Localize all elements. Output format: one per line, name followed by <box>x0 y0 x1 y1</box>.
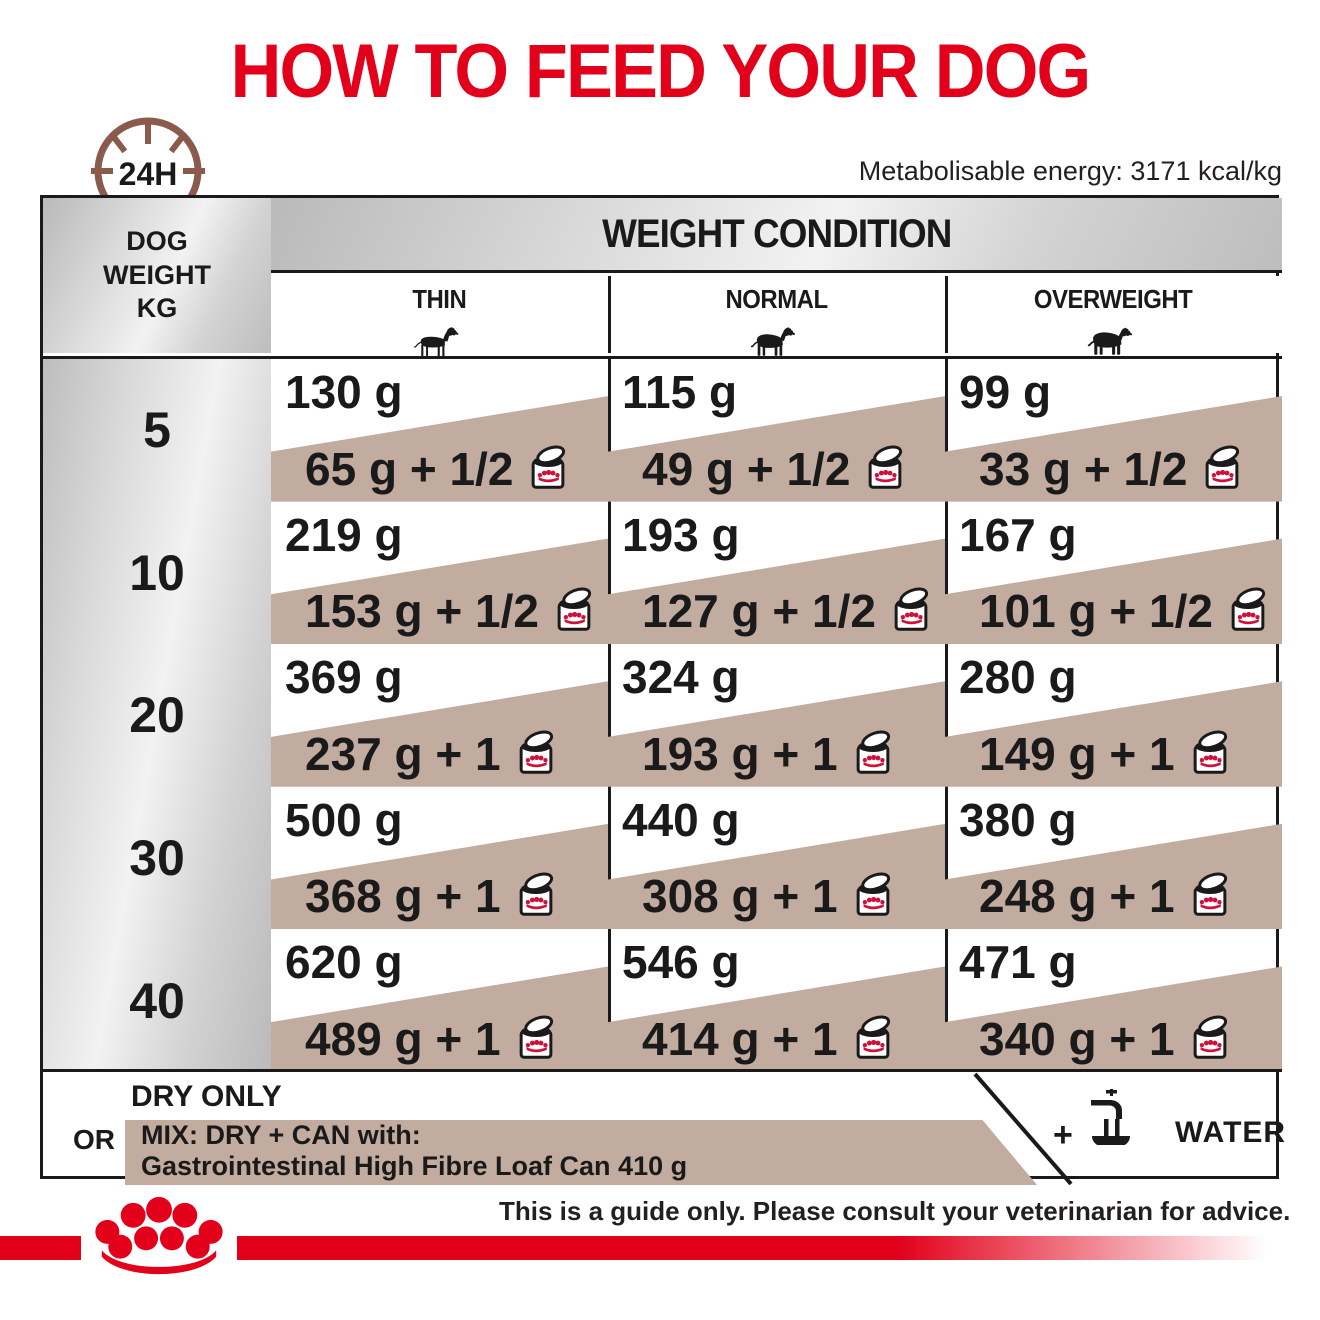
svg-text:24H: 24H <box>119 156 178 192</box>
